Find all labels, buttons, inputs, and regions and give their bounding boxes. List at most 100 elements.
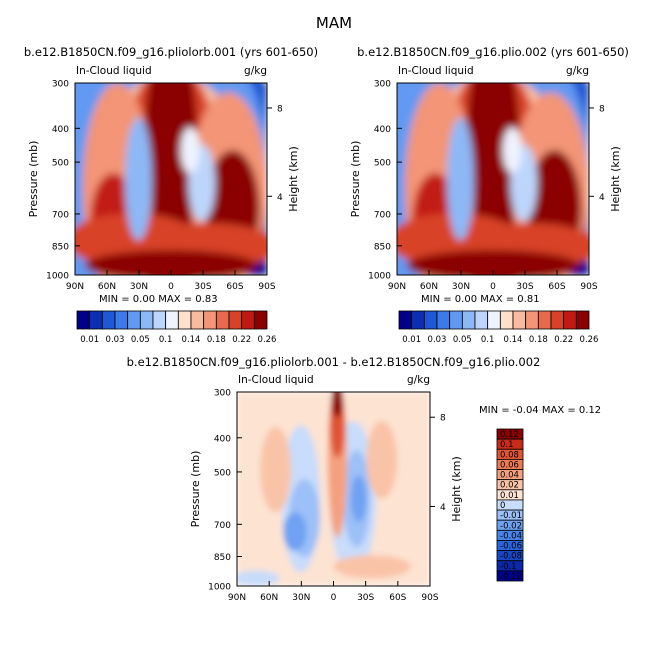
x-tick-label: 60S — [226, 282, 243, 292]
y-right-tick-label: 4 — [440, 503, 446, 513]
colorbar-label: 0.05 — [453, 335, 472, 345]
heatmap-field — [75, 83, 267, 275]
colorbar-swatch — [563, 310, 577, 330]
colorbar-label: -0.1 — [500, 562, 517, 572]
x-tick-label: 0 — [331, 593, 337, 603]
variable-label: In-Cloud liquid — [238, 374, 314, 386]
y-axis-label: Pressure (mb) — [349, 141, 362, 218]
y-tick-label: 850 — [214, 553, 231, 563]
y-tick-label: 400 — [214, 434, 231, 444]
y-right-tick-label: 4 — [599, 193, 605, 203]
units-label: g/kg — [566, 65, 589, 77]
x-tick-label: 30S — [357, 593, 374, 603]
colorbar-swatch — [203, 310, 217, 330]
colorbar-swatch — [228, 310, 243, 330]
colorbar-label: 0.03 — [106, 335, 125, 345]
colorbar-swatch — [512, 310, 527, 330]
x-tick-label: 60N — [98, 282, 116, 292]
colorbar-label: 0.01 — [402, 335, 421, 345]
y-tick-label: 500 — [52, 159, 69, 169]
chart-panel-1: b.e12.B1850CN.f09_g16.pliolorb.001 (yrs … — [24, 45, 318, 345]
y-tick-label: 1000 — [46, 272, 69, 282]
colorbar-label: 0.05 — [131, 335, 150, 345]
y-tick-label: 300 — [52, 80, 69, 90]
chart-panel-2: b.e12.B1850CN.f09_g16.plio.002 (yrs 601-… — [349, 45, 629, 345]
y-tick-label: 700 — [214, 521, 231, 531]
y-axis-label: Pressure (mb) — [189, 451, 202, 528]
colorbar-swatch — [177, 310, 192, 330]
colorbar-swatch — [253, 310, 268, 330]
x-tick-label: 30N — [452, 282, 470, 292]
colorbar-swatch — [139, 310, 154, 330]
colorbar-label: 0.02 — [500, 481, 519, 491]
variable-label: In-Cloud liquid — [398, 65, 474, 77]
colorbar-label: 0.01 — [500, 491, 519, 501]
variable-label: In-Cloud liquid — [76, 65, 152, 77]
colorbar-swatch — [114, 310, 129, 330]
y-tick-label: 850 — [374, 242, 391, 252]
colorbar: 0.01 0.03 0.05 0.1 0.14 0.18 0.22 0.26 — [76, 310, 277, 345]
colorbar-label: 0.14 — [182, 335, 201, 345]
colorbar-swatch — [411, 310, 425, 330]
colorbar-swatch — [152, 310, 167, 330]
colorbar-label: 0.26 — [258, 335, 277, 345]
colorbar-label: -0.02 — [500, 521, 522, 531]
y-tick-label: 500 — [374, 159, 391, 169]
min-max-stats: MIN = -0.04 MAX = 0.12 — [479, 405, 601, 416]
colorbar-label: 0.14 — [504, 335, 523, 345]
x-tick-label: 90N — [228, 593, 246, 603]
colorbar-swatch — [127, 310, 141, 330]
colorbar-label: -0.04 — [500, 531, 522, 541]
colorbar-swatch — [449, 310, 463, 330]
colorbar-swatch — [190, 310, 205, 330]
colorbar: 0.120.10.080.060.040.020.010-0.01-0.02-0… — [496, 428, 524, 582]
heatmap-field — [237, 392, 430, 586]
units-label: g/kg — [244, 65, 267, 77]
colorbar-label: 0.06 — [500, 460, 519, 470]
colorbar-swatch — [241, 310, 255, 330]
colorbar-label: -0.06 — [500, 542, 522, 552]
y-right-axis-label: Height (km) — [609, 146, 622, 212]
colorbar-label: 0.26 — [580, 335, 599, 345]
y-right-tick-label: 8 — [277, 104, 283, 114]
colorbar-label: 0.1 — [159, 335, 173, 345]
x-tick-label: 90N — [66, 282, 84, 292]
colorbar-swatch — [436, 310, 451, 330]
x-tick-label: 90N — [388, 282, 406, 292]
colorbar-label: 0.18 — [207, 335, 226, 345]
x-tick-label: 30N — [130, 282, 148, 292]
colorbar-swatch — [423, 310, 438, 330]
colorbar-swatch — [496, 570, 524, 582]
x-tick-label: 60N — [260, 593, 278, 603]
colorbar-label: 0.03 — [428, 335, 447, 345]
y-tick-label: 400 — [374, 125, 391, 135]
chart-panel-3: b.e12.B1850CN.f09_g16.pliolorb.001 - b.e… — [127, 355, 602, 603]
colorbar-swatch — [550, 310, 565, 330]
colorbar-swatch — [575, 310, 590, 330]
x-tick-label: 30S — [516, 282, 533, 292]
colorbar-label: 0.18 — [529, 335, 548, 345]
colorbar-label: -0.12 — [500, 572, 522, 582]
x-tick-label: 60S — [389, 593, 406, 603]
y-tick-label: 500 — [214, 468, 231, 478]
y-tick-label: 850 — [52, 242, 69, 252]
y-tick-label: 700 — [374, 210, 391, 220]
x-tick-label: 30N — [292, 593, 310, 603]
colorbar-swatch — [215, 310, 230, 330]
colorbar-swatch — [89, 310, 103, 330]
y-right-axis-label: Height (km) — [450, 456, 463, 522]
colorbar-label: 0.08 — [500, 450, 519, 460]
y-tick-label: 300 — [214, 389, 231, 399]
colorbar: 0.01 0.03 0.05 0.1 0.14 0.18 0.22 0.26 — [398, 310, 599, 345]
y-tick-label: 1000 — [368, 272, 391, 282]
main-title: MAM — [315, 14, 353, 32]
panel-title: b.e12.B1850CN.f09_g16.pliolorb.001 (yrs … — [24, 45, 318, 59]
min-max-stats: MIN = 0.00 MAX = 0.81 — [421, 294, 540, 305]
y-right-axis-label: Height (km) — [287, 146, 300, 212]
colorbar-swatch — [474, 310, 489, 330]
min-max-stats: MIN = 0.00 MAX = 0.83 — [99, 294, 218, 305]
colorbar-label: 0.1 — [481, 335, 495, 345]
y-right-tick-label: 8 — [440, 414, 446, 424]
panel-title: b.e12.B1850CN.f09_g16.plio.002 (yrs 601-… — [357, 45, 629, 59]
colorbar-swatch — [76, 310, 91, 330]
